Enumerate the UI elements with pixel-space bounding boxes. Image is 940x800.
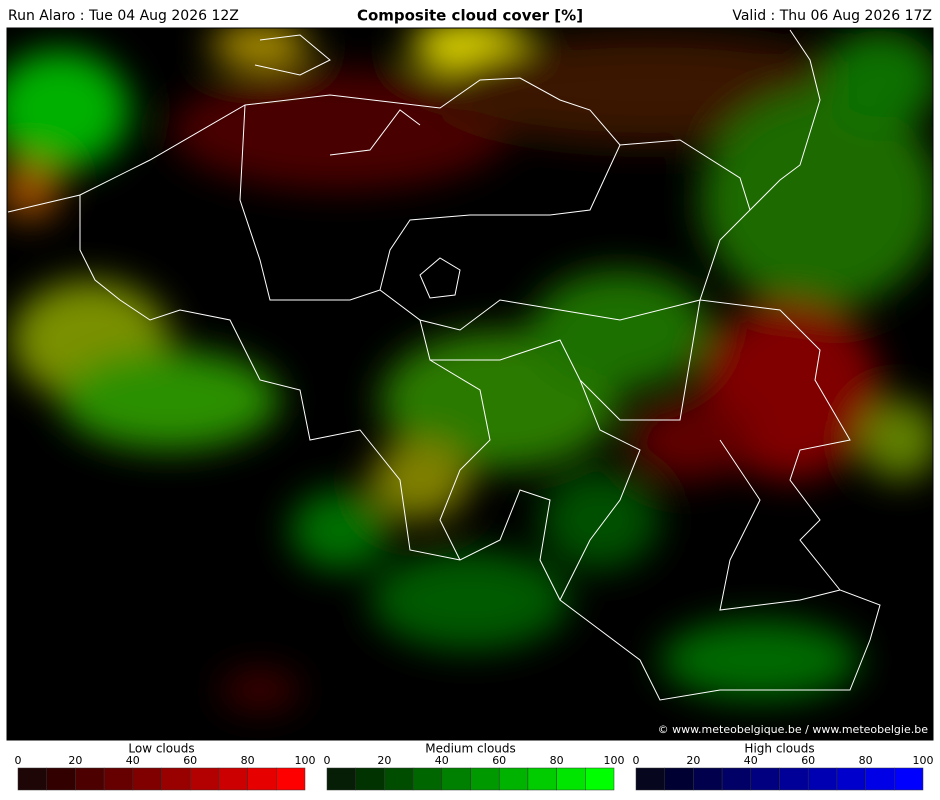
legend-swatch	[17, 767, 47, 791]
legend-swatch	[218, 767, 248, 791]
legend-title: Low clouds	[128, 742, 194, 756]
legend-tick-label: 40	[126, 754, 140, 767]
legend-tick-label: 20	[377, 754, 391, 767]
legend-swatch	[355, 767, 385, 791]
legend-swatch	[384, 767, 414, 791]
legend-swatch	[527, 767, 557, 791]
legend-swatch	[412, 767, 443, 791]
credit: © www.meteobelgique.be / www.meteobelgie…	[658, 723, 929, 736]
legend-tick-label: 0	[633, 754, 640, 767]
legend-tick-label: 60	[183, 754, 197, 767]
legend-tick-label: 40	[435, 754, 449, 767]
legend-tick-label: 80	[859, 754, 873, 767]
legend-tick-label: 20	[68, 754, 82, 767]
legend-swatch	[865, 767, 895, 791]
legend-tick-label: 20	[686, 754, 700, 767]
legend-swatch	[779, 767, 809, 791]
legend-swatch	[836, 767, 866, 791]
cloud-field	[7, 28, 933, 710]
legend-tick-label: 40	[744, 754, 758, 767]
legend-swatch	[721, 767, 752, 791]
legend-swatch	[189, 767, 220, 791]
legend-tick-label: 60	[801, 754, 815, 767]
legend-swatch	[132, 767, 162, 791]
legend-swatch	[664, 767, 694, 791]
legend-swatch	[585, 767, 615, 791]
legend-swatch	[693, 767, 723, 791]
legends: Low clouds 0 20 40 60 80 100 Medium clouds 0 20 40…	[15, 742, 934, 791]
legend-swatch	[894, 767, 924, 791]
legend-tick-label: 0	[324, 754, 331, 767]
legend-swatch	[75, 767, 105, 791]
legend-tick-label: 0	[15, 754, 22, 767]
legend-swatch	[750, 767, 780, 791]
legend-swatch	[556, 767, 586, 791]
legend-swatch	[498, 767, 529, 791]
legend-swatch	[276, 767, 306, 791]
legend-swatch	[470, 767, 500, 791]
map	[7, 28, 933, 740]
legend-swatch	[807, 767, 838, 791]
legend-tick-label: 80	[241, 754, 255, 767]
legend-swatch	[247, 767, 277, 791]
map-title: Composite cloud cover [%]	[357, 7, 583, 25]
run-info: Run Alaro : Tue 04 Aug 2026 12Z	[8, 8, 239, 24]
map-frame	[6, 27, 934, 741]
valid-info: Valid : Thu 06 Aug 2026 17Z	[732, 8, 932, 24]
borders	[7, 29, 881, 701]
legend-tick-label: 100	[295, 754, 316, 767]
legend-title: Medium clouds	[425, 742, 516, 756]
legend-swatch	[635, 767, 665, 791]
legend-swatch	[103, 767, 134, 791]
legend-tick-label: 100	[604, 754, 625, 767]
legend-tick-label: 100	[913, 754, 934, 767]
legend-tick-label: 80	[550, 754, 564, 767]
legend-swatch	[441, 767, 471, 791]
legend-tick-label: 60	[492, 754, 506, 767]
legend-swatch	[326, 767, 356, 791]
legend-swatch	[46, 767, 76, 791]
legend-swatch	[161, 767, 191, 791]
legend-title: High clouds	[744, 742, 814, 756]
